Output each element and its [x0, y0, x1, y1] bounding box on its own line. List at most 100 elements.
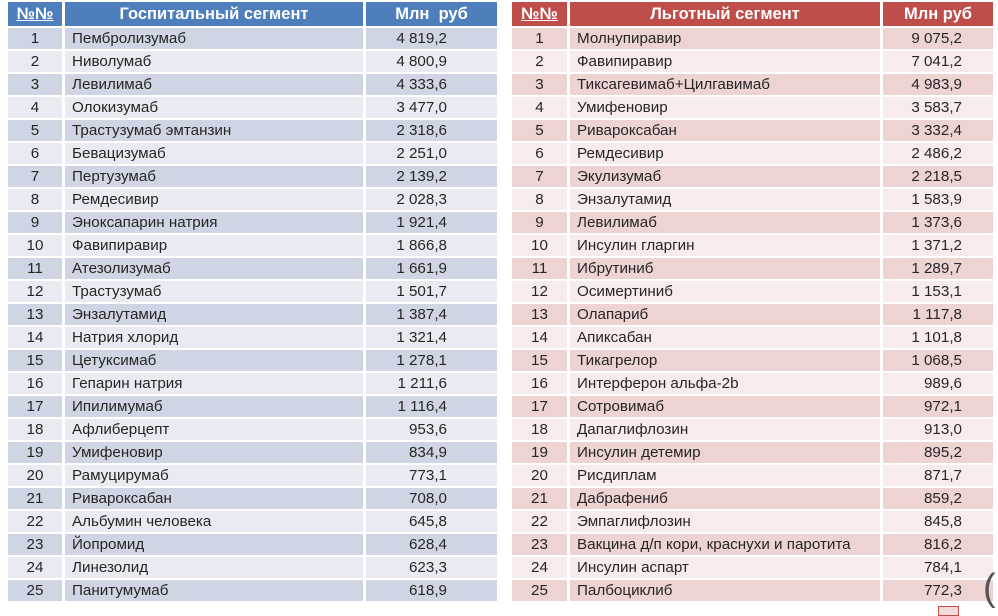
table-row: 5 Трастузумаб эмтанзин 2 318,6 — [8, 120, 497, 141]
benefit-header-number: №№ — [512, 2, 567, 26]
drug-name: Пембролизумаб — [65, 28, 363, 49]
table-row: 21 Ривароксабан 708,0 — [8, 488, 497, 509]
table-row: 14 Натрия хлорид 1 321,4 — [8, 327, 497, 348]
drug-name: Линезолид — [65, 557, 363, 578]
drug-value: 1 289,7 — [883, 258, 993, 279]
row-number: 24 — [8, 557, 62, 578]
drug-value: 1 583,9 — [883, 189, 993, 210]
drug-value: 1 321,4 — [366, 327, 497, 348]
table-row: 15 Тикагрелор 1 068,5 — [512, 350, 993, 371]
row-number: 1 — [8, 28, 62, 49]
table-row: 14 Апиксабан 1 101,8 — [512, 327, 993, 348]
drug-name: Трастузумаб эмтанзин — [65, 120, 363, 141]
drug-name: Рисдиплам — [570, 465, 880, 486]
drug-value: 4 983,9 — [883, 74, 993, 95]
drug-value: 3 583,7 — [883, 97, 993, 118]
table-row: 7 Экулизумаб 2 218,5 — [512, 166, 993, 187]
drug-name: Ибрутиниб — [570, 258, 880, 279]
row-number: 7 — [512, 166, 567, 187]
table-row: 20 Рамуцирумаб 773,1 — [8, 465, 497, 486]
hospital-header-title: Госпитальный сегмент — [65, 2, 363, 26]
drug-name: Эмпаглифлозин — [570, 511, 880, 532]
drug-value: 816,2 — [883, 534, 993, 555]
table-row: 1 Пембролизумаб 4 819,2 — [8, 28, 497, 49]
row-number: 9 — [512, 212, 567, 233]
drug-name: Умифеновир — [570, 97, 880, 118]
table-row: 17 Сотровимаб 972,1 — [512, 396, 993, 417]
drug-value: 1 387,4 — [366, 304, 497, 325]
drug-value: 2 028,3 — [366, 189, 497, 210]
table-row: 24 Линезолид 623,3 — [8, 557, 497, 578]
drug-value: 871,7 — [883, 465, 993, 486]
drug-value: 2 139,2 — [366, 166, 497, 187]
drug-name: Йопромид — [65, 534, 363, 555]
table-row: 6 Ремдесивир 2 486,2 — [512, 143, 993, 164]
drug-value: 1 117,8 — [883, 304, 993, 325]
table-row: 21 Дабрафениб 859,2 — [512, 488, 993, 509]
table-row: 2 Фавипиравир 7 041,2 — [512, 51, 993, 72]
table-row: 15 Цетуксимаб 1 278,1 — [8, 350, 497, 371]
cropped-shape-fragment — [938, 606, 959, 616]
drug-name: Натрия хлорид — [65, 327, 363, 348]
drug-name: Ремдесивир — [65, 189, 363, 210]
row-number: 23 — [8, 534, 62, 555]
drug-value: 628,4 — [366, 534, 497, 555]
row-number: 12 — [512, 281, 567, 302]
drug-name: Фавипиравир — [65, 235, 363, 256]
table-row: 12 Трастузумаб 1 501,7 — [8, 281, 497, 302]
row-number: 4 — [512, 97, 567, 118]
row-number: 5 — [8, 120, 62, 141]
drug-name: Экулизумаб — [570, 166, 880, 187]
row-number: 17 — [512, 396, 567, 417]
table-row: 17 Ипилимумаб 1 116,4 — [8, 396, 497, 417]
drug-value: 2 486,2 — [883, 143, 993, 164]
drug-value: 2 251,0 — [366, 143, 497, 164]
row-number: 14 — [8, 327, 62, 348]
drug-name: Интерферон альфа-2b — [570, 373, 880, 394]
hospital-table-header: №№ Госпитальный сегмент Млн руб — [8, 2, 497, 26]
row-number: 24 — [512, 557, 567, 578]
table-row: 23 Вакцина д/п кори, краснухи и паротита… — [512, 534, 993, 555]
row-number: 20 — [512, 465, 567, 486]
drug-name: Палбоциклиб — [570, 580, 880, 601]
table-row: 10 Фавипиравир 1 866,8 — [8, 235, 497, 256]
table-row: 18 Афлиберцепт 953,6 — [8, 419, 497, 440]
benefit-header-value: Млн руб — [883, 2, 993, 26]
table-row: 11 Ибрутиниб 1 289,7 — [512, 258, 993, 279]
header-row: №№ Льготный сегмент Млн руб — [512, 2, 993, 26]
table-row: 3 Тиксагевимаб+Цилгавимаб 4 983,9 — [512, 74, 993, 95]
hospital-segment-table: №№ Госпитальный сегмент Млн руб 1 Пембро… — [5, 0, 500, 603]
drug-value: 618,9 — [366, 580, 497, 601]
table-row: 4 Умифеновир 3 583,7 — [512, 97, 993, 118]
drug-value: 645,8 — [366, 511, 497, 532]
drug-name: Фавипиравир — [570, 51, 880, 72]
row-number: 25 — [8, 580, 62, 601]
table-row: 16 Интерферон альфа-2b 989,6 — [512, 373, 993, 394]
row-number: 18 — [8, 419, 62, 440]
drug-name: Цетуксимаб — [65, 350, 363, 371]
row-number: 8 — [8, 189, 62, 210]
row-number: 7 — [8, 166, 62, 187]
drug-value: 1 866,8 — [366, 235, 497, 256]
row-number: 22 — [8, 511, 62, 532]
row-number: 13 — [8, 304, 62, 325]
drug-name: Альбумин человека — [65, 511, 363, 532]
row-number: 4 — [8, 97, 62, 118]
drug-name: Левилимаб — [65, 74, 363, 95]
row-number: 22 — [512, 511, 567, 532]
row-number: 21 — [8, 488, 62, 509]
drug-name: Афлиберцепт — [65, 419, 363, 440]
row-number: 3 — [8, 74, 62, 95]
row-number: 25 — [512, 580, 567, 601]
row-number: 11 — [8, 258, 62, 279]
drug-value: 7 041,2 — [883, 51, 993, 72]
table-row: 20 Рисдиплам 871,7 — [512, 465, 993, 486]
table-row: 19 Инсулин детемир 895,2 — [512, 442, 993, 463]
header-row: №№ Госпитальный сегмент Млн руб — [8, 2, 497, 26]
drug-name: Бевацизумаб — [65, 143, 363, 164]
drug-value: 4 800,9 — [366, 51, 497, 72]
drug-value: 773,1 — [366, 465, 497, 486]
drug-value: 1 211,6 — [366, 373, 497, 394]
table-row: 7 Пертузумаб 2 139,2 — [8, 166, 497, 187]
row-number: 19 — [512, 442, 567, 463]
